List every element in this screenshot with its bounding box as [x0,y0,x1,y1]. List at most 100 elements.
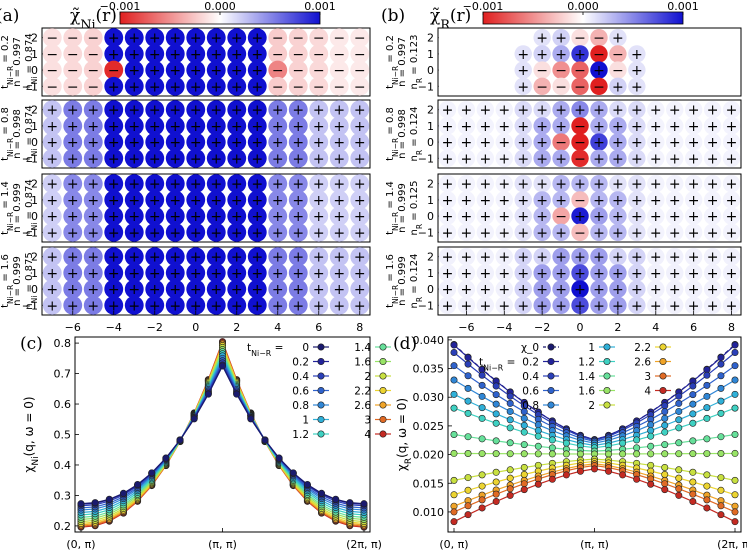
heatmap-sign: + [251,225,263,241]
heatmap-sign: − [46,31,58,47]
heatmap-cell [186,148,206,168]
series-point-0.8 [492,400,500,408]
heatmap-sign: + [354,193,366,209]
heatmap-sign: + [612,31,624,47]
legend-label: 2 [364,371,371,383]
x-tick-label: −6 [458,321,474,334]
series-point-0.4 [717,360,725,368]
heatmap-sign: + [650,193,662,209]
heatmap-cell [722,45,741,63]
heatmap-sign: + [726,177,738,193]
heatmap-cell [206,28,226,48]
heatmap-cell [722,29,741,47]
heatmap-cell [329,76,349,96]
series-point-4 [619,471,627,479]
series-point-0 [261,436,269,444]
heatmap-cell [186,116,206,136]
heatmap-sign: + [574,177,586,193]
heatmap-sign: + [555,298,567,314]
y-tick-label: 0.5 [54,429,72,442]
heatmap-sign: + [593,177,605,193]
heatmap-sign: + [631,193,643,209]
heatmap-sign: − [574,63,586,79]
heatmap-sign: − [313,63,325,79]
y-tick-label: 0.2 [54,520,72,533]
heatmap-sign: + [108,177,120,193]
heatmap-sign: + [669,193,681,209]
series-point-1.4 [520,441,528,449]
heatmap-sign: + [574,282,586,298]
heatmap-sign: + [149,135,161,151]
heatmap-sign: + [128,47,140,63]
heatmap-cell [288,28,308,48]
y-tick-label: 1 [31,194,38,207]
heatmap-sign: + [67,250,79,266]
heatmap-sign: + [333,282,345,298]
series-point-0.6 [661,408,669,416]
heatmap-cell [684,77,703,95]
heatmap-sign: + [669,282,681,298]
heatmap-sign: + [333,250,345,266]
legend-label: 3 [644,371,651,383]
heatmap-sign: + [251,135,263,151]
y-tick-label: 2 [31,104,38,117]
heatmap-sign: − [574,119,586,135]
heatmap-sign: + [210,151,222,167]
legend-marker [547,401,555,409]
heatmap-sign: + [231,193,243,209]
series-point-1.4 [633,444,641,452]
heatmap-sign: + [272,225,284,241]
heatmap-sign: + [333,135,345,151]
heatmap-sign: − [87,31,99,47]
heatmap-sign: + [272,282,284,298]
heatmap-sign: + [726,119,738,135]
legend-label: 1.2 [578,357,595,369]
row-label: nR = 0.124 [409,254,424,309]
heatmap-sign: + [67,151,79,167]
heatmap-cell [124,148,144,168]
series-point-0 [303,481,311,489]
heatmap-sign: + [707,266,719,282]
y-tick-label: 0.7 [54,368,72,381]
series-point-3 [689,490,697,498]
series-point-1.6 [717,450,725,458]
heatmap-sign: + [555,266,567,282]
heatmap-cell [42,116,62,136]
heatmap-sign: + [726,151,738,167]
heatmap-sign: + [169,103,181,119]
heatmap-sign: + [631,103,643,119]
heatmap-sign: + [354,250,366,266]
heatmap-cell [684,45,703,63]
heatmap-cell [666,77,684,95]
heatmap-sign: + [210,177,222,193]
heatmap-sign: + [231,79,243,95]
heatmap-sign: + [87,266,99,282]
heatmap-cell [684,29,703,47]
y-tick-label: 0.030 [413,391,445,404]
heatmap-sign: + [87,103,99,119]
heatmap-sign: + [650,103,662,119]
heatmap-sign: + [333,177,345,193]
heatmap-sign: + [555,31,567,47]
heatmap-cell [124,76,144,96]
series-point-0 [289,469,297,477]
heatmap-sign: + [67,193,79,209]
x-tick-label: (0, π) [439,538,468,551]
heatmap-sign: + [272,151,284,167]
legend-marker [379,415,387,423]
heatmap-sign: + [612,151,624,167]
heatmap-cell [206,132,226,152]
colorbar-tick-label-b: 0.001 [667,0,699,13]
series-point-0 [134,481,142,489]
heatmap-cell [186,76,206,96]
heatmap-sign: + [251,103,263,119]
x-tick-label: −4 [106,321,122,334]
heatmap-sign: + [498,151,510,167]
heatmap-sign: − [574,31,586,47]
heatmap-sign: + [67,177,79,193]
y-tick-label: 0 [427,283,434,296]
heatmap-sign: + [190,63,202,79]
heatmap-sign: − [272,47,284,63]
series-point-0 [219,362,227,370]
x-tick-label: 6 [690,321,697,334]
